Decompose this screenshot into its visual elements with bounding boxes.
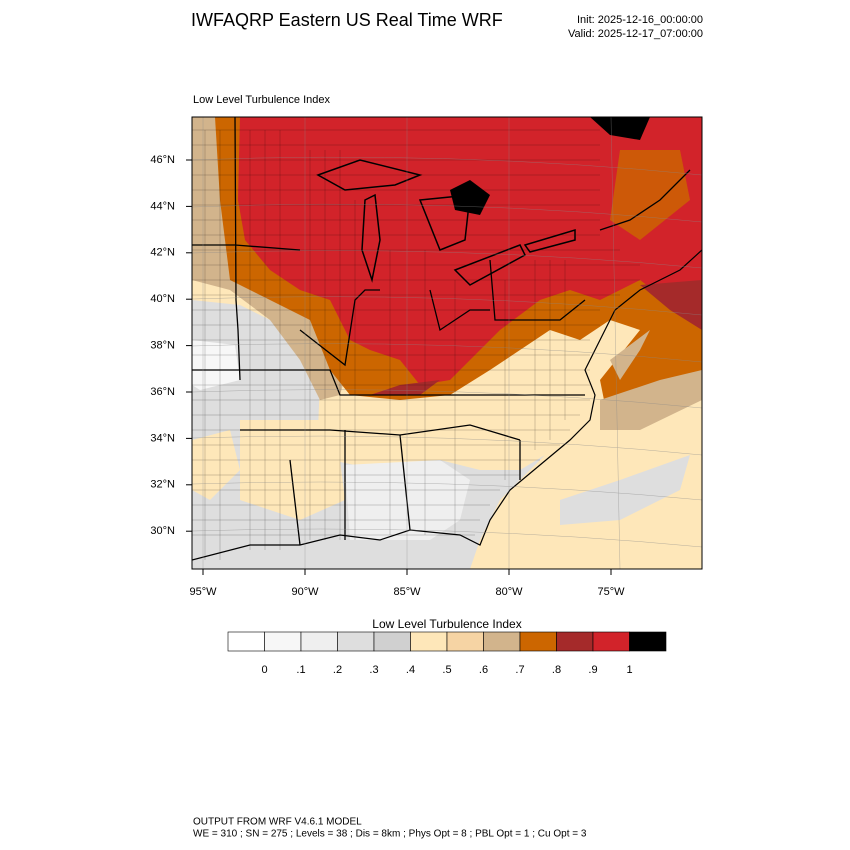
valid-time: Valid: 2025-12-17_07:00:00 — [568, 28, 703, 40]
colorbar-label: .2 — [333, 664, 342, 676]
lon-label: 80°W — [495, 586, 523, 598]
lat-label: 32°N — [150, 479, 175, 491]
init-time: Init: 2025-12-16_00:00:00 — [577, 14, 703, 26]
footer-line: OUTPUT FROM WRF V4.6.1 MODEL — [193, 817, 362, 828]
map-field — [192, 117, 702, 569]
colorbar-label: 0 — [261, 664, 267, 676]
colorbar-swatch — [337, 631, 375, 652]
lon-label: 85°W — [393, 586, 421, 598]
colorbar-title: Low Level Turbulence Index — [372, 617, 521, 631]
colorbar-swatch — [227, 631, 265, 652]
colorbar-swatch — [592, 631, 630, 652]
colorbar-swatch — [373, 631, 411, 652]
map-frame — [191, 116, 703, 570]
colorbar-label: 1 — [626, 664, 632, 676]
map-title: Low Level Turbulence Index — [193, 94, 330, 106]
lat-label: 42°N — [150, 247, 175, 259]
colorbar-swatch — [410, 631, 448, 652]
colorbar-swatch — [556, 631, 594, 652]
colorbar-label: .3 — [369, 664, 378, 676]
lat-label: 40°N — [150, 293, 175, 305]
lon-label: 90°W — [291, 586, 319, 598]
lon-labels: 95°W 90°W 85°W 80°W 75°W — [189, 569, 625, 598]
lat-label: 38°N — [150, 340, 175, 352]
footer-line: WE = 310 ; SN = 275 ; Levels = 38 ; Dis … — [193, 829, 587, 840]
colorbar: 0 .1 .2 .3 .4 .5 .6 .7 .8 .9 1 — [227, 631, 667, 676]
lat-label: 46°N — [150, 154, 175, 166]
lat-label: 36°N — [150, 386, 175, 398]
main-title: IWFAQRP Eastern US Real Time WRF — [191, 10, 503, 30]
colorbar-label: .7 — [515, 664, 524, 676]
colorbar-label: .1 — [296, 664, 305, 676]
colorbar-swatch — [446, 631, 484, 652]
lon-label: 95°W — [189, 586, 217, 598]
colorbar-swatch — [300, 631, 338, 652]
colorbar-label: .9 — [588, 664, 597, 676]
lat-label: 44°N — [150, 200, 175, 212]
colorbar-swatch — [483, 631, 521, 652]
lat-label: 30°N — [150, 525, 175, 537]
lat-labels: 46°N 44°N 42°N 40°N 38°N 36°N 34°N 32°N 30°N — [150, 154, 192, 537]
colorbar-swatch — [264, 631, 302, 652]
colorbar-swatch — [629, 631, 667, 652]
lon-label: 75°W — [597, 586, 625, 598]
colorbar-label: .4 — [406, 664, 415, 676]
lat-label: 34°N — [150, 432, 175, 444]
colorbar-label: .6 — [479, 664, 488, 676]
colorbar-label: .5 — [442, 664, 451, 676]
colorbar-swatch — [519, 631, 557, 652]
colorbar-label: .8 — [552, 664, 561, 676]
